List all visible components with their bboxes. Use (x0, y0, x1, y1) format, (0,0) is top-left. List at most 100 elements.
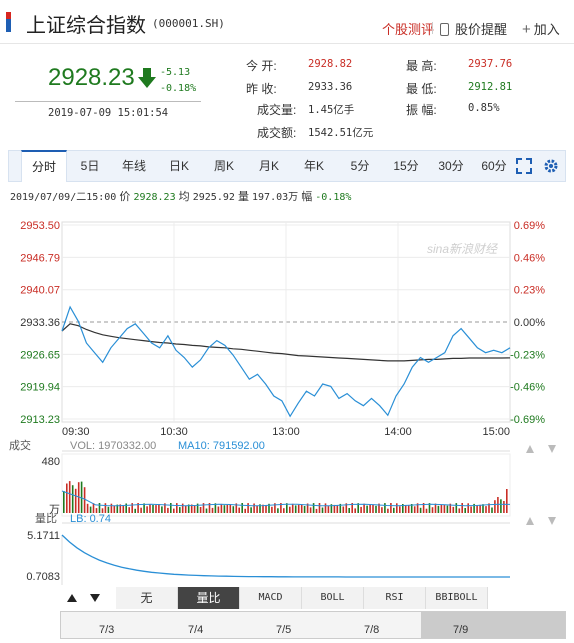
volume-bar (134, 508, 136, 513)
volume-bar (443, 504, 446, 513)
status-price: 2928.23 (133, 192, 176, 203)
volume-bar (223, 505, 226, 513)
volume-bar (372, 504, 374, 513)
indicator-button-2[interactable]: MACD (240, 587, 302, 609)
volume-bar (357, 503, 359, 513)
volume-bar (83, 487, 86, 513)
tab-9[interactable]: 30分 (438, 159, 464, 173)
volume-bar (321, 507, 324, 513)
volume-bar (461, 503, 463, 513)
volume-bar (449, 503, 452, 513)
indicator-button-3[interactable]: BOLL (302, 587, 364, 609)
page-header: 上证综合指数 (000001.SH) 个股测评 股价提醒 + 加入 (0, 0, 574, 44)
volume-bar (68, 481, 71, 513)
tab-7[interactable]: 5分 (350, 159, 370, 173)
volume-bar (309, 507, 312, 513)
volume-bar (253, 503, 255, 513)
volume-bar (381, 507, 383, 513)
quote-field-value: 2912.81 (468, 81, 513, 93)
volume-bar (303, 506, 306, 513)
indicator-button-1[interactable]: 量比 (178, 587, 240, 609)
current-price: 2928.23 (48, 64, 135, 91)
volume-bar (199, 507, 202, 513)
volume-y-top: 480 (42, 456, 60, 468)
intraday-chart[interactable]: 2953.50 0.69% 2946.79 0.46% 2940.07 0.23% 2933… (0, 205, 574, 585)
indicator-button-5[interactable]: BBIBOLL (426, 587, 488, 609)
volume-bar (277, 508, 279, 513)
volume-bar (315, 508, 318, 513)
volume-bar (503, 501, 505, 513)
status-price-label: 价 (119, 191, 131, 203)
settings-gear-icon[interactable] (542, 156, 560, 176)
index-title: 上证综合指数 (26, 15, 146, 37)
timeline-date: 7/5 (276, 624, 292, 636)
price-alert-link[interactable]: 股价提醒 (440, 19, 507, 38)
indicator-button-0[interactable]: 无 (116, 587, 178, 609)
price-alert-label: 股价提醒 (455, 22, 508, 37)
scroll-down-icon[interactable] (89, 592, 101, 604)
tab-4[interactable]: 周K (213, 159, 234, 173)
volume-bar (113, 505, 116, 513)
add-watchlist-link[interactable]: + 加入 (522, 19, 560, 38)
status-pct-label: 幅 (301, 191, 313, 203)
period-tabs: 分时 5日 年线 日K 周K 月K 年K 5分 15分 30分 60分 (8, 150, 566, 182)
volume-bar (80, 481, 83, 513)
tab-6[interactable]: 年K (303, 159, 324, 173)
indicator-button-4[interactable]: RSI (364, 587, 426, 609)
volume-bar (506, 489, 508, 513)
quote-field-label: 昨 收: (246, 82, 277, 96)
volume-bar (500, 499, 502, 513)
date-timeline[interactable]: 7/3 7/4 7/5 7/8 7/9 (60, 611, 566, 639)
index-flag-icon (6, 12, 11, 32)
status-avg-label: 均 (178, 191, 190, 203)
volume-bar (187, 504, 190, 513)
volume-bar (86, 503, 89, 513)
tab-2[interactable]: 年线 (121, 159, 146, 173)
y-tick-right: 0.46% (514, 252, 545, 264)
y-tick-left: 2913.23 (20, 414, 60, 426)
x-tick-label: 10:30 (160, 426, 188, 438)
volume-bar (152, 505, 154, 513)
fullscreen-icon[interactable] (516, 158, 532, 174)
down-arrow-icon (138, 68, 156, 88)
volume-bar (140, 507, 142, 513)
volume-bar (95, 508, 98, 513)
volume-bar (384, 503, 386, 513)
volume-bar (318, 503, 321, 513)
volume-bar (336, 505, 339, 513)
quote-field-value: 2933.36 (308, 81, 353, 93)
timeline-selection[interactable] (421, 612, 565, 638)
quote-time: 2019-07-09 15:01:54 (48, 107, 169, 119)
tab-10[interactable]: 60分 (481, 159, 507, 173)
volume-bar (158, 504, 160, 513)
volume-bar (497, 497, 499, 513)
quote-field-label: 最 高: (406, 59, 437, 73)
volume-panel-frame (61, 453, 511, 517)
y-tick-left: 2953.50 (20, 220, 60, 232)
tab-0[interactable]: 分时 (21, 150, 67, 182)
volume-bar (419, 507, 422, 513)
volume-bar (286, 503, 288, 513)
tab-1[interactable]: 5日 (80, 159, 100, 173)
quote-field-value: 2937.76 (468, 58, 513, 70)
volume-bar (229, 504, 232, 513)
panel-down-icon (548, 517, 556, 525)
panel-up-icon (526, 445, 534, 453)
volume-bar (378, 503, 380, 513)
volume-bar (125, 503, 127, 513)
volume-bar (220, 503, 223, 513)
volume-bar (482, 504, 484, 513)
volume-bar (122, 505, 125, 513)
ratio-label: 量比 (35, 512, 57, 525)
volume-bar (77, 482, 80, 513)
portfolio-link[interactable]: 个股测评 (382, 22, 435, 37)
volume-bar (289, 506, 291, 513)
tab-3[interactable]: 日K (168, 159, 189, 173)
volume-bar (184, 505, 187, 513)
tab-5[interactable]: 月K (258, 159, 279, 173)
scroll-up-icon[interactable] (66, 592, 78, 604)
volume-bar (366, 505, 368, 513)
volume-bar (452, 506, 455, 513)
tab-8[interactable]: 15分 (393, 159, 419, 173)
volume-bar (101, 508, 104, 513)
